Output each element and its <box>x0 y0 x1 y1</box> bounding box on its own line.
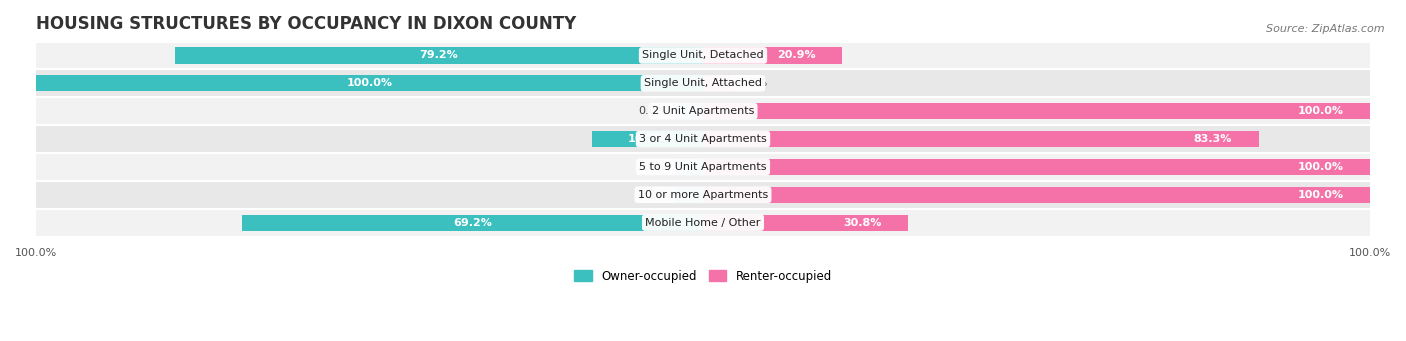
Bar <box>676 159 703 175</box>
Bar <box>703 75 730 91</box>
Text: 2 Unit Apartments: 2 Unit Apartments <box>652 106 754 116</box>
Bar <box>37 181 1369 209</box>
Text: HOUSING STRUCTURES BY OCCUPANCY IN DIXON COUNTY: HOUSING STRUCTURES BY OCCUPANCY IN DIXON… <box>37 15 576 33</box>
Bar <box>592 131 703 147</box>
Bar <box>676 187 703 203</box>
Text: 0.0%: 0.0% <box>740 78 768 88</box>
Text: 3 or 4 Unit Apartments: 3 or 4 Unit Apartments <box>640 134 766 144</box>
Bar <box>676 103 703 119</box>
Bar <box>703 159 1369 175</box>
Text: Mobile Home / Other: Mobile Home / Other <box>645 218 761 227</box>
Text: 20.9%: 20.9% <box>778 50 815 60</box>
Bar <box>703 187 1369 203</box>
Bar <box>703 131 1258 147</box>
Bar <box>703 47 842 63</box>
Text: 100.0%: 100.0% <box>1298 106 1343 116</box>
Text: 100.0%: 100.0% <box>1298 190 1343 200</box>
Text: 16.7%: 16.7% <box>628 134 666 144</box>
Bar <box>37 153 1369 181</box>
Bar <box>37 97 1369 125</box>
Text: 5 to 9 Unit Apartments: 5 to 9 Unit Apartments <box>640 162 766 172</box>
Bar <box>37 125 1369 153</box>
Text: Source: ZipAtlas.com: Source: ZipAtlas.com <box>1267 24 1385 34</box>
Bar <box>37 75 703 91</box>
Text: 83.3%: 83.3% <box>1194 134 1232 144</box>
Text: Single Unit, Attached: Single Unit, Attached <box>644 78 762 88</box>
Bar <box>703 103 1369 119</box>
Text: 0.0%: 0.0% <box>638 162 666 172</box>
Text: 100.0%: 100.0% <box>346 78 392 88</box>
Text: 30.8%: 30.8% <box>844 218 882 227</box>
Bar <box>37 69 1369 97</box>
Bar <box>37 42 1369 69</box>
Text: 100.0%: 100.0% <box>1298 162 1343 172</box>
Bar <box>174 47 703 63</box>
Text: 0.0%: 0.0% <box>638 106 666 116</box>
Text: 69.2%: 69.2% <box>453 218 492 227</box>
Text: Single Unit, Detached: Single Unit, Detached <box>643 50 763 60</box>
Text: 79.2%: 79.2% <box>419 50 458 60</box>
Bar <box>703 214 908 231</box>
Text: 10 or more Apartments: 10 or more Apartments <box>638 190 768 200</box>
Text: 0.0%: 0.0% <box>638 190 666 200</box>
Bar <box>242 214 703 231</box>
Bar <box>37 209 1369 237</box>
Legend: Owner-occupied, Renter-occupied: Owner-occupied, Renter-occupied <box>569 265 837 287</box>
